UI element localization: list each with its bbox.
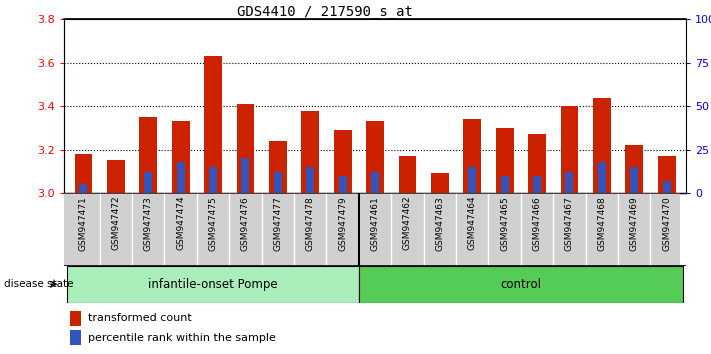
Text: GSM947464: GSM947464 [468, 196, 477, 251]
Text: GSM947476: GSM947476 [241, 196, 250, 251]
Bar [301, 110, 319, 193]
Bar [533, 176, 541, 193]
Text: GSM947473: GSM947473 [144, 196, 153, 251]
Bar [496, 128, 513, 193]
Bar [560, 106, 578, 193]
Text: GSM947478: GSM947478 [306, 196, 315, 251]
Bar [144, 172, 152, 193]
Bar [107, 160, 124, 193]
Text: transformed count: transformed count [87, 313, 191, 323]
Bar [209, 167, 217, 193]
Bar [371, 172, 379, 193]
Bar [237, 104, 255, 193]
Text: percentile rank within the sample: percentile rank within the sample [87, 332, 275, 343]
Text: GSM947462: GSM947462 [403, 196, 412, 251]
Text: GSM947475: GSM947475 [208, 196, 218, 251]
Bar [242, 158, 250, 193]
Bar [75, 154, 92, 193]
Text: GSM947479: GSM947479 [338, 196, 347, 251]
Bar [274, 172, 282, 193]
Bar [269, 141, 287, 193]
Bar [204, 56, 222, 193]
Text: GSM947467: GSM947467 [565, 196, 574, 251]
Bar [598, 162, 606, 193]
Bar [172, 121, 190, 193]
Bar [663, 181, 670, 193]
Text: GSM947474: GSM947474 [176, 196, 185, 251]
Bar [565, 172, 574, 193]
Bar [399, 156, 417, 193]
Bar [139, 117, 157, 193]
Text: GSM947465: GSM947465 [500, 196, 509, 251]
Bar [630, 167, 638, 193]
Text: GSM947468: GSM947468 [597, 196, 606, 251]
Bar [431, 173, 449, 193]
Bar [626, 145, 643, 193]
Bar [359, 266, 683, 303]
Bar [338, 176, 347, 193]
Text: GSM947469: GSM947469 [630, 196, 638, 251]
Bar [70, 311, 81, 326]
Bar [528, 135, 546, 193]
Text: GSM947463: GSM947463 [435, 196, 444, 251]
Text: GSM947461: GSM947461 [370, 196, 380, 251]
Bar [176, 162, 185, 193]
Bar [366, 121, 384, 193]
Text: GSM947466: GSM947466 [533, 196, 542, 251]
Text: GDS4410 / 217590_s_at: GDS4410 / 217590_s_at [237, 5, 413, 19]
Text: disease state: disease state [4, 279, 73, 289]
Bar [464, 119, 481, 193]
Bar [80, 184, 87, 193]
Bar [469, 167, 476, 193]
Bar [70, 330, 81, 345]
Bar [501, 176, 508, 193]
Text: GSM947471: GSM947471 [79, 196, 88, 251]
Text: control: control [501, 278, 541, 291]
Bar [593, 97, 611, 193]
Text: GSM947470: GSM947470 [662, 196, 671, 251]
Text: GSM947477: GSM947477 [273, 196, 282, 251]
Bar [658, 156, 675, 193]
Text: infantile-onset Pompe: infantile-onset Pompe [148, 278, 278, 291]
Bar [333, 130, 351, 193]
Text: GSM947472: GSM947472 [112, 196, 120, 251]
Bar [68, 266, 359, 303]
Bar [306, 167, 314, 193]
